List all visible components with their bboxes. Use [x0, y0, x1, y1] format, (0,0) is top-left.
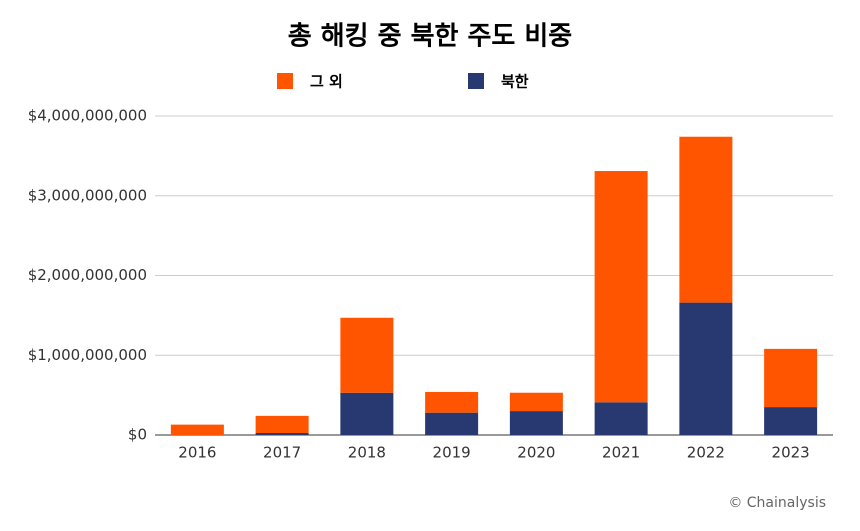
bar-segment [764, 348, 818, 408]
bar-segment [594, 402, 648, 435]
legend-swatch [277, 73, 293, 89]
x-tick-label: 2021 [602, 444, 640, 462]
x-tick-label: 2023 [772, 444, 810, 462]
legend-label: 북한 [501, 73, 529, 91]
bar-segment [679, 302, 733, 435]
x-tick-label: 2016 [178, 444, 216, 462]
x-tick-label: 2017 [263, 444, 301, 462]
bar-segment [679, 136, 733, 303]
bar-segment [340, 317, 394, 393]
y-tick-label: $1,000,000,000 [28, 346, 147, 364]
bar-segment [594, 171, 648, 403]
source: © Chainalysis [728, 495, 826, 511]
bar-segment [255, 433, 309, 435]
bar-segment [425, 391, 479, 413]
x-tick-label: 2020 [517, 444, 555, 462]
bar-segment [340, 392, 394, 435]
bar-segment [509, 411, 563, 435]
bar-segment [170, 424, 224, 435]
bar-segment [764, 407, 818, 435]
y-tick-label: $2,000,000,000 [28, 266, 147, 284]
chart-title: 총 해킹 중 북한 주도 비중 [288, 22, 572, 52]
x-tick-label: 2022 [687, 444, 725, 462]
bar-segment [509, 392, 563, 412]
legend-swatch [468, 73, 484, 89]
bar-segment [255, 415, 309, 434]
bar-segment [425, 412, 479, 435]
legend-label: 그 외 [310, 73, 343, 91]
y-tick-label: $0 [128, 426, 147, 444]
y-tick-label: $3,000,000,000 [28, 186, 147, 204]
y-tick-label: $4,000,000,000 [28, 107, 147, 125]
x-tick-label: 2019 [433, 444, 471, 462]
x-tick-label: 2018 [348, 444, 386, 462]
